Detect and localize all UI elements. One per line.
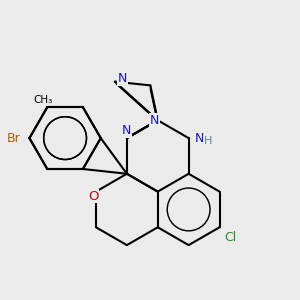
- Text: O: O: [88, 190, 98, 202]
- Text: H: H: [204, 136, 212, 146]
- Text: N: N: [150, 114, 160, 127]
- Text: N: N: [122, 124, 131, 137]
- Text: N: N: [118, 72, 127, 85]
- Text: N: N: [194, 132, 204, 145]
- Text: Cl: Cl: [224, 231, 236, 244]
- Text: Br: Br: [7, 132, 20, 145]
- Text: CH₃: CH₃: [33, 94, 52, 104]
